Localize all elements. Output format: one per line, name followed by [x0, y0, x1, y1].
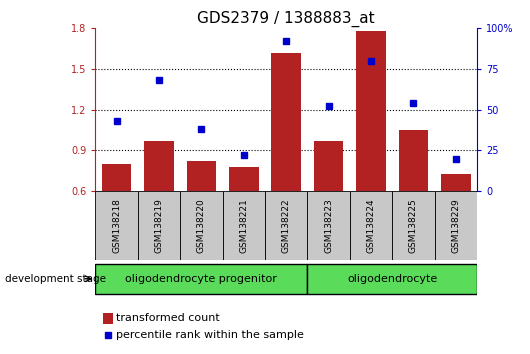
- Text: GSM138222: GSM138222: [282, 198, 290, 253]
- Text: GSM138223: GSM138223: [324, 198, 333, 253]
- Bar: [95, 264, 307, 294]
- Title: GDS2379 / 1388883_at: GDS2379 / 1388883_at: [197, 11, 375, 27]
- Bar: [187, 161, 216, 191]
- Text: GSM138224: GSM138224: [367, 198, 375, 253]
- Text: GSM138219: GSM138219: [155, 198, 163, 253]
- Bar: [356, 31, 386, 191]
- Text: GSM138225: GSM138225: [409, 198, 418, 253]
- Bar: [103, 313, 112, 324]
- Text: oligodendrocyte progenitor: oligodendrocyte progenitor: [126, 274, 277, 284]
- Bar: [307, 191, 350, 260]
- Bar: [223, 191, 265, 260]
- Bar: [392, 191, 435, 260]
- Bar: [95, 191, 138, 260]
- Text: percentile rank within the sample: percentile rank within the sample: [117, 330, 304, 341]
- Bar: [144, 141, 174, 191]
- Text: GSM138220: GSM138220: [197, 198, 206, 253]
- Bar: [102, 164, 131, 191]
- Bar: [350, 191, 392, 260]
- Text: GSM138229: GSM138229: [452, 198, 460, 253]
- Bar: [314, 141, 343, 191]
- Bar: [399, 130, 428, 191]
- Text: development stage: development stage: [5, 274, 107, 284]
- Bar: [138, 191, 180, 260]
- Bar: [307, 264, 477, 294]
- Text: transformed count: transformed count: [117, 313, 220, 324]
- Text: GSM138218: GSM138218: [112, 198, 121, 253]
- Bar: [271, 53, 301, 191]
- Bar: [435, 191, 477, 260]
- Bar: [441, 173, 471, 191]
- Bar: [229, 167, 259, 191]
- Bar: [180, 191, 223, 260]
- Text: GSM138221: GSM138221: [240, 198, 248, 253]
- Bar: [265, 191, 307, 260]
- Text: oligodendrocyte: oligodendrocyte: [347, 274, 437, 284]
